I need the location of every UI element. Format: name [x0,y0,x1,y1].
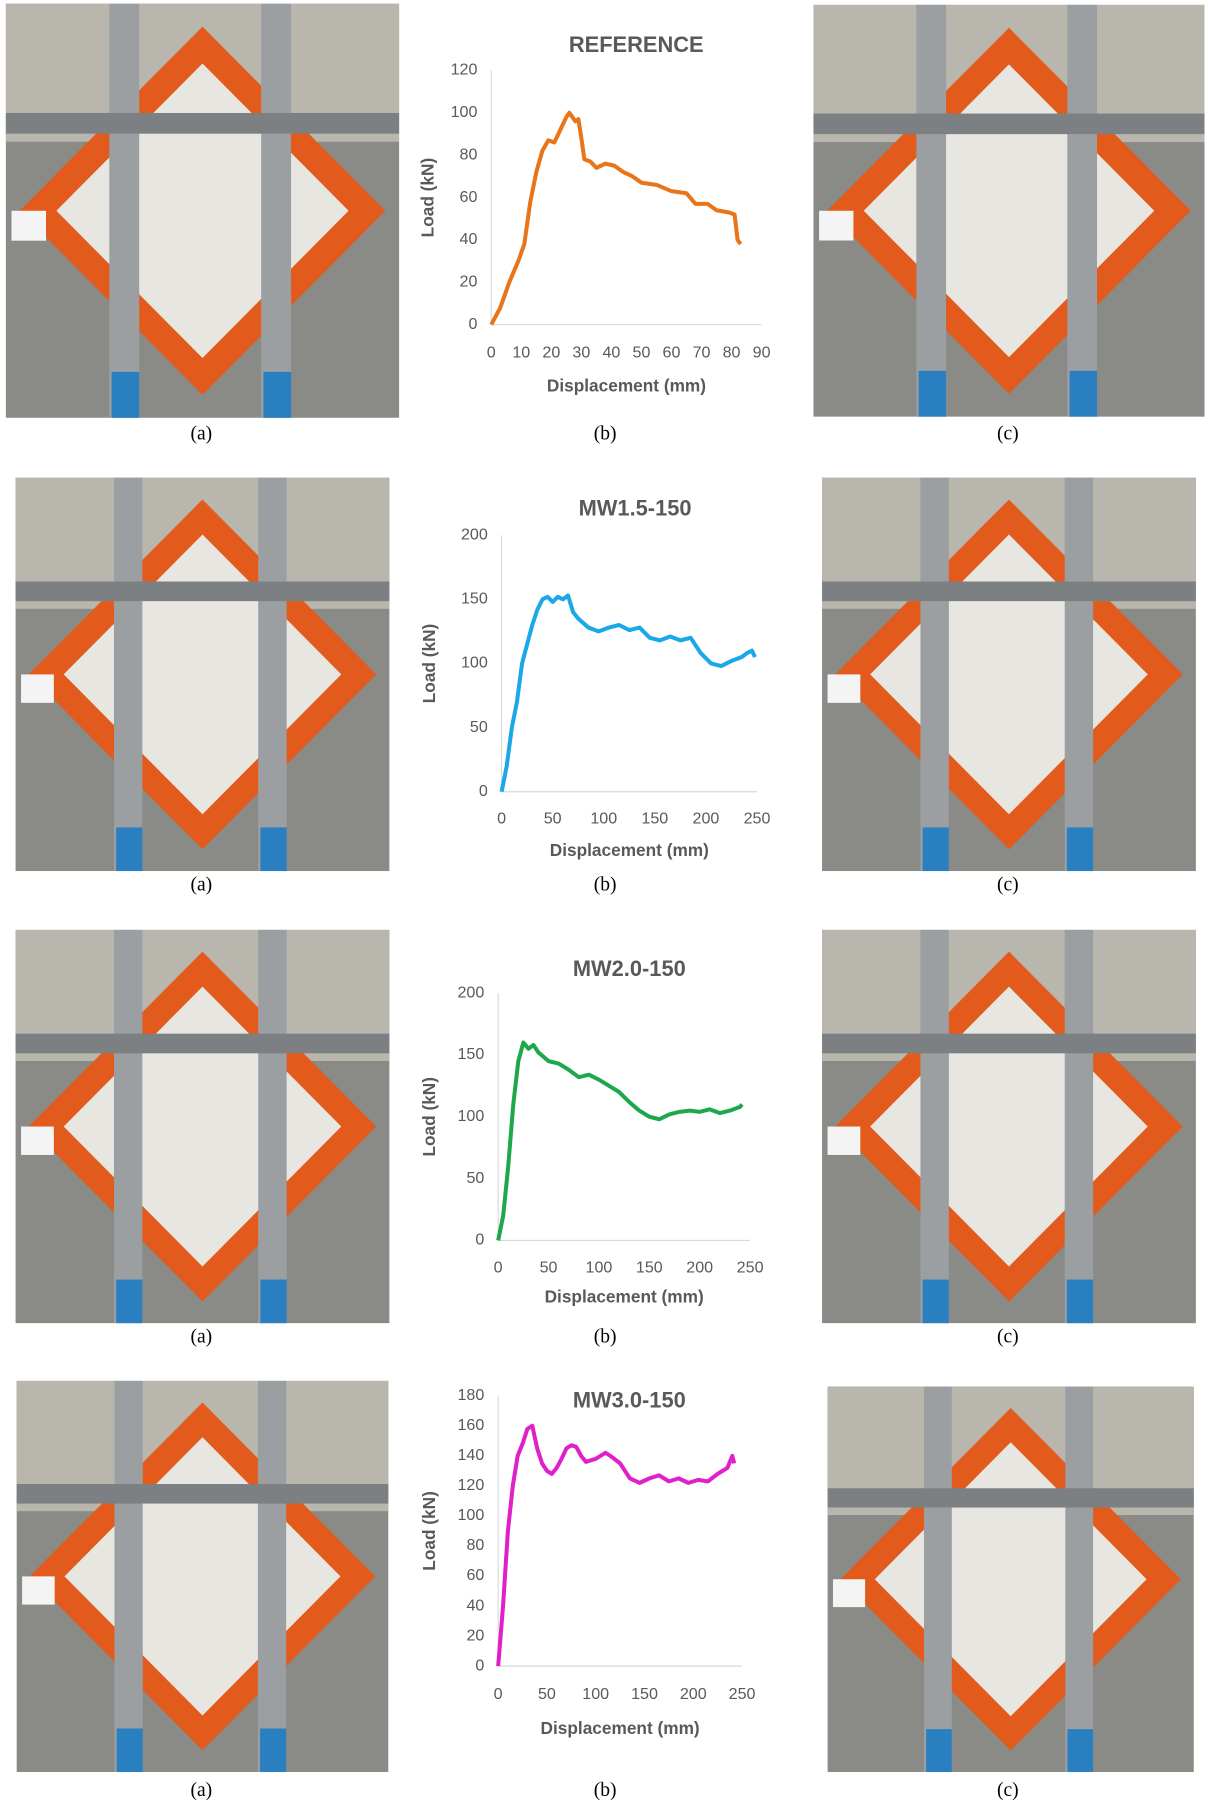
x-tick-label: 0 [487,344,496,362]
x-tick-label: 200 [686,1258,713,1276]
y-axis-label: Load (kN) [419,624,439,704]
y-tick-label: 140 [457,1446,484,1464]
data-line [496,1040,744,1241]
data-line [489,110,743,326]
y-tick-label: 80 [466,1536,484,1554]
panel-caption: (a) [190,875,212,896]
x-tick-label: 100 [590,810,617,828]
y-axis-label: Load (kN) [419,1077,439,1157]
x-tick-label: 10 [512,344,530,362]
x-tick-label: 200 [680,1685,707,1703]
y-tick-label: 100 [457,1107,484,1125]
panel-caption: (b) [594,1327,617,1348]
x-tick-label: 0 [494,1258,503,1276]
y-tick-label: 0 [475,1656,484,1674]
x-tick-label: 50 [544,810,562,828]
x-axis-label: Displacement (mm) [550,840,709,860]
x-axis-label: Displacement (mm) [545,1287,704,1307]
y-tick-label: 180 [457,1386,484,1404]
photo [822,929,1196,1324]
photo [16,1380,389,1772]
panel-caption: (c) [997,1327,1019,1348]
x-tick-label: 250 [729,1685,756,1703]
y-tick-label: 0 [479,782,488,800]
y-tick-label: 60 [466,1566,484,1584]
x-tick-label: 40 [602,344,620,362]
data-line [496,1423,737,1667]
y-tick-label: 0 [475,1231,484,1249]
x-tick-label: 20 [542,344,560,362]
y-tick-label: 40 [460,230,478,248]
y-tick-label: 50 [470,718,488,736]
y-tick-label: 120 [457,1476,484,1494]
x-axis-label: Displacement (mm) [547,375,706,395]
panel-caption: (a) [190,1780,212,1801]
x-tick-label: 50 [633,344,651,362]
x-tick-label: 0 [497,810,506,828]
x-tick-label: 150 [631,1685,658,1703]
y-tick-label: 60 [460,188,478,206]
x-tick-label: 150 [641,810,668,828]
x-tick-label: 100 [582,1685,609,1703]
panel-caption: (a) [190,424,212,445]
y-tick-label: 160 [457,1416,484,1434]
photo [822,477,1196,872]
x-tick-label: 100 [586,1258,613,1276]
y-tick-label: 80 [460,145,478,163]
chart-title: REFERENCE [569,32,704,57]
x-tick-label: 250 [737,1258,764,1276]
y-tick-label: 20 [460,273,478,291]
panel-caption: (a) [190,1327,212,1348]
x-tick-label: 60 [663,344,681,362]
x-tick-label: 250 [744,810,771,828]
chart-title: MW3.0-150 [573,1387,686,1412]
x-axis-label: Displacement (mm) [541,1718,700,1738]
panel-caption: (b) [594,1780,617,1801]
y-tick-label: 150 [457,1045,484,1063]
x-tick-label: 50 [538,1685,556,1703]
x-tick-label: 50 [540,1258,558,1276]
y-tick-label: 200 [457,983,484,1001]
x-tick-label: 30 [572,344,590,362]
x-tick-label: 70 [693,344,711,362]
y-tick-label: 100 [461,654,488,672]
y-tick-label: 0 [468,315,477,333]
panel-caption: (b) [594,424,617,445]
x-tick-label: 200 [693,810,720,828]
x-tick-label: 150 [636,1258,663,1276]
y-tick-label: 100 [457,1506,484,1524]
panel-caption: (c) [997,1780,1019,1801]
panel-caption: (c) [997,424,1019,445]
y-tick-label: 100 [451,103,478,121]
y-axis-label: Load (kN) [419,1491,439,1571]
panel-caption: (c) [997,875,1019,896]
photo [15,929,390,1324]
y-tick-label: 20 [466,1626,484,1644]
y-tick-label: 200 [461,525,488,543]
y-tick-label: 150 [461,590,488,608]
data-line [499,593,757,793]
y-tick-label: 120 [451,61,478,79]
y-tick-label: 50 [466,1169,484,1187]
y-tick-label: 40 [466,1596,484,1614]
y-axis-label: Load (kN) [418,158,438,238]
panel-caption: (b) [594,875,617,896]
x-tick-label: 0 [494,1685,503,1703]
photo [813,4,1205,417]
x-tick-label: 90 [753,344,771,362]
chart-title: MW1.5-150 [579,496,692,521]
chart-title: MW2.0-150 [573,956,686,981]
photo [5,3,400,418]
x-tick-label: 80 [723,344,741,362]
photo [15,477,390,872]
photo [827,1386,1194,1772]
